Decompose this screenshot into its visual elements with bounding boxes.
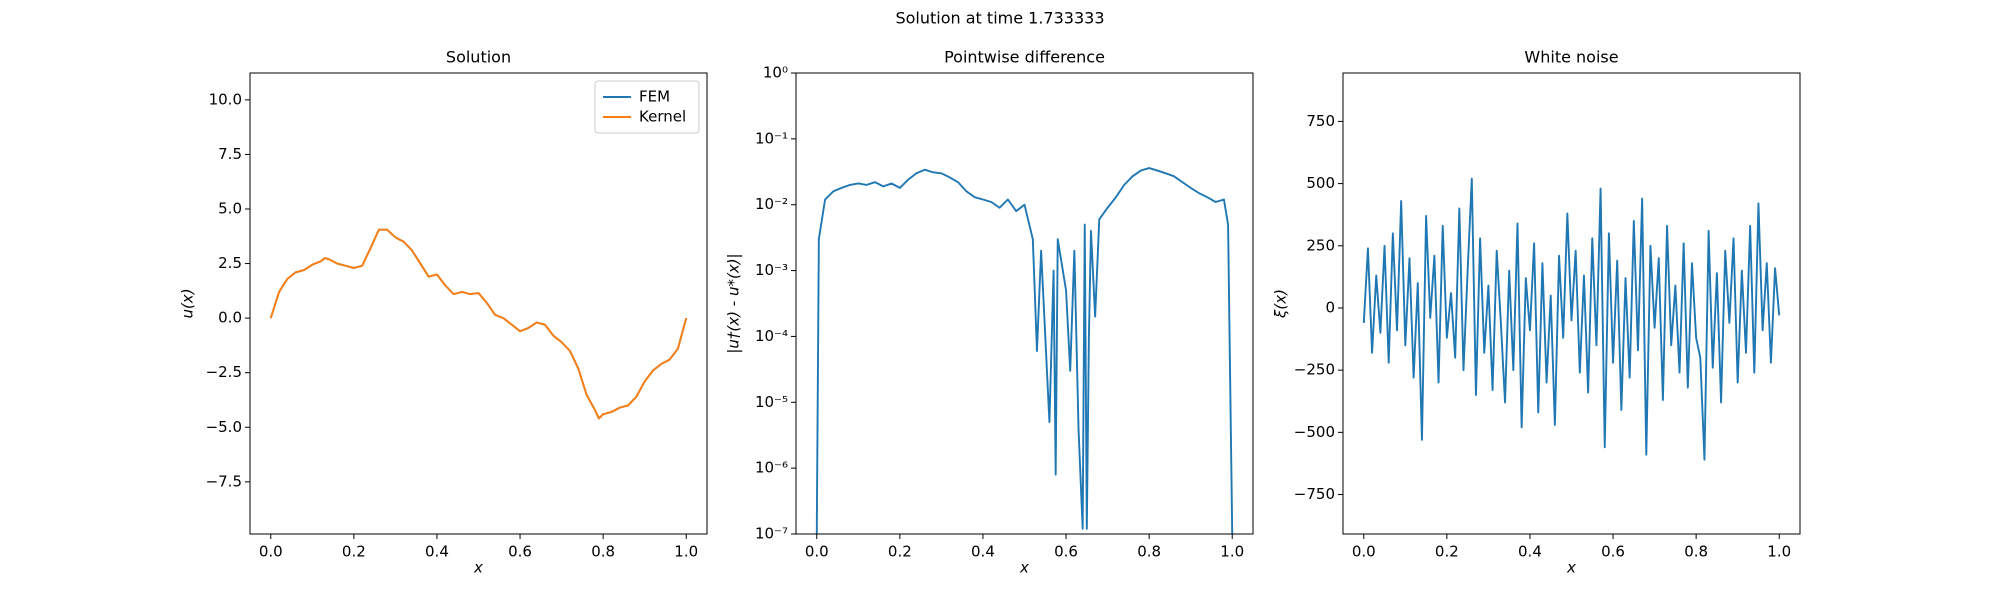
x-tick-label: 0.6 (508, 543, 532, 561)
x-tick-label: 0.6 (1601, 543, 1625, 561)
y-tick-label: −500 (1294, 423, 1335, 441)
y-tick-label: −2.5 (206, 363, 242, 381)
y-tick-label: 10⁰ (763, 64, 788, 82)
axes-title: Pointwise difference (944, 48, 1105, 67)
x-tick-label: 1.0 (674, 543, 698, 561)
x-tick-label: 0.8 (1137, 543, 1161, 561)
x-tick-label: 0.4 (971, 543, 995, 561)
x-tick-label: 1.0 (1220, 543, 1244, 561)
y-tick-label: 5.0 (218, 199, 242, 217)
y-tick-label: −7.5 (206, 472, 242, 490)
figure-title: Solution at time 1.733333 (895, 9, 1104, 28)
x-tick-label: 0.6 (1054, 543, 1078, 561)
x-tick-label: 0.0 (1352, 543, 1376, 561)
y-tick-label: 0.0 (218, 309, 242, 327)
x-tick-label: 0.2 (1435, 543, 1459, 561)
axes-frame (1342, 72, 1801, 535)
y-tick-label: 10⁻³ (755, 261, 788, 279)
y-axis-label: u(x) (179, 288, 197, 318)
x-tick-label: 0.2 (888, 543, 912, 561)
y-axis-label: ξ(x) (1272, 289, 1290, 319)
axes-title: Solution (446, 48, 511, 67)
y-tick-label: 750 (1306, 112, 1335, 130)
x-tick-label: 0.2 (342, 543, 366, 561)
x-tick-label: 0.4 (425, 543, 449, 561)
y-tick-label: −5.0 (206, 418, 242, 436)
data-line (1362, 177, 1781, 461)
y-tick-label: −250 (1294, 361, 1335, 379)
data-line (815, 167, 1234, 534)
y-tick-label: 10⁻¹ (755, 129, 788, 147)
axes-frame (795, 72, 1254, 535)
y-tick-label: −750 (1294, 485, 1335, 503)
x-axis-label: x (1019, 559, 1029, 577)
y-tick-label: 10⁻⁴ (755, 327, 788, 345)
legend-box (594, 80, 700, 134)
x-tick-label: 0.8 (591, 543, 615, 561)
y-axis-label: |u†(x) - u*(x)| (725, 253, 743, 353)
x-tick-label: 0.8 (1684, 543, 1708, 561)
axes-frame (249, 72, 708, 535)
x-axis-label: x (473, 559, 483, 577)
y-tick-label: 10⁻² (755, 195, 788, 213)
legend-label: FEM (639, 88, 670, 106)
y-tick-label: 2.5 (218, 254, 242, 272)
y-tick-label: 0 (1325, 298, 1335, 316)
x-tick-label: 0.0 (805, 543, 829, 561)
y-tick-label: 10⁻⁶ (755, 459, 788, 477)
x-tick-label: 0.4 (1518, 543, 1542, 561)
y-tick-label: 250 (1306, 236, 1335, 254)
legend-label: Kernel (639, 108, 686, 126)
y-tick-label: 10⁻⁵ (755, 393, 788, 411)
y-tick-label: 7.5 (218, 145, 242, 163)
x-axis-label: x (1566, 559, 1576, 577)
x-tick-label: 1.0 (1767, 543, 1791, 561)
y-tick-label: 10⁻⁷ (755, 525, 788, 543)
y-tick-label: 10.0 (209, 90, 242, 108)
y-tick-label: 500 (1306, 174, 1335, 192)
axes-title: White noise (1524, 48, 1618, 67)
data-line (269, 228, 688, 420)
x-tick-label: 0.0 (259, 543, 283, 561)
